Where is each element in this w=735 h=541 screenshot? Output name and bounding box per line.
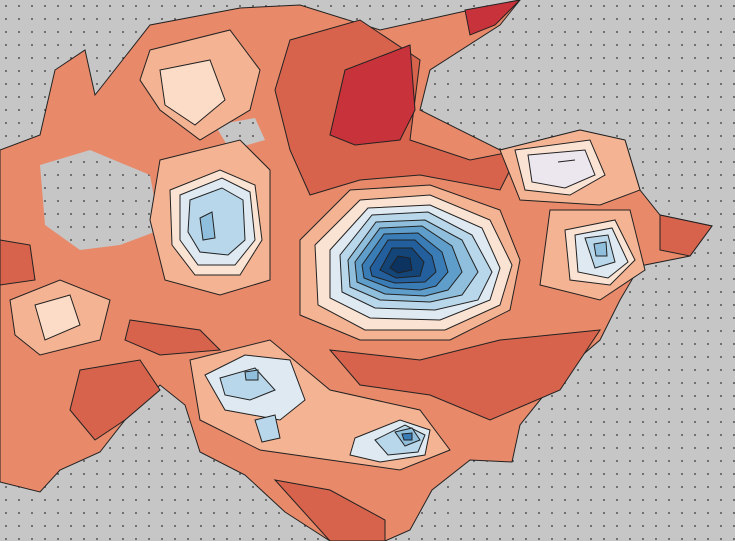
contour-region <box>187 187 246 256</box>
contour-region <box>69 359 161 441</box>
contour-region <box>401 432 413 441</box>
contour-region <box>273 479 386 541</box>
contour-region <box>124 319 222 356</box>
contour-region <box>527 149 596 189</box>
contour-region <box>219 367 276 401</box>
contour-region <box>159 59 226 126</box>
contour-region <box>34 294 81 341</box>
contour-region <box>215 118 265 150</box>
contour-region <box>389 255 413 274</box>
contour-region <box>40 150 160 250</box>
contour-region <box>329 44 416 146</box>
contour-region <box>593 241 608 257</box>
contour-region <box>244 369 259 381</box>
contour-region <box>328 329 602 421</box>
cool-lows <box>169 139 636 463</box>
contour-region <box>659 214 713 257</box>
contour-region <box>0 239 36 286</box>
contour-region <box>254 414 281 443</box>
contour-region <box>464 0 521 36</box>
contour-region <box>557 159 576 163</box>
contour-region <box>199 211 216 241</box>
